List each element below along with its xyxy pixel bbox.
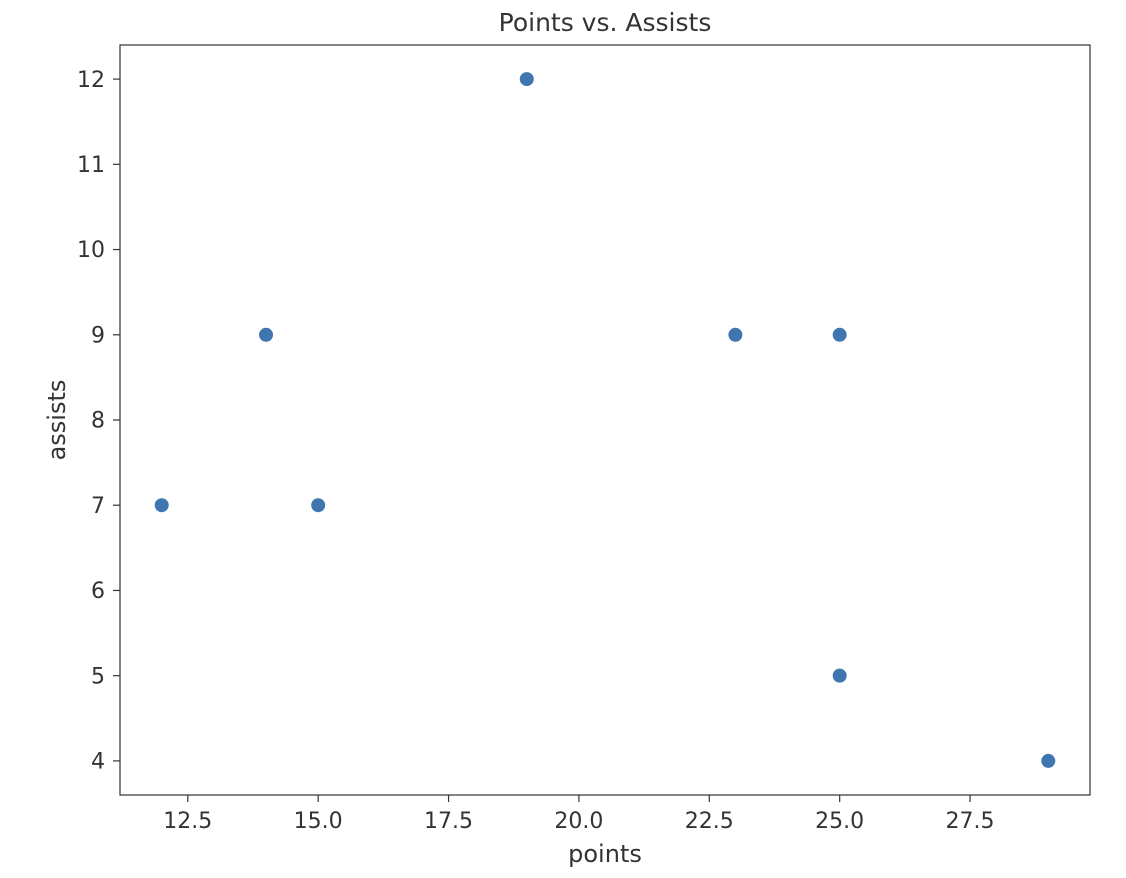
data-point <box>833 328 847 342</box>
y-tick-label: 8 <box>91 409 105 434</box>
data-point <box>1041 754 1055 768</box>
y-tick-label: 5 <box>91 664 105 689</box>
y-tick-label: 10 <box>77 238 105 263</box>
y-tick-label: 4 <box>91 750 105 775</box>
scatter-chart: 12.5 15.0 17.5 20.0 22.5 25.0 27.5 4 5 6 7 8 9 10 11 12… <box>0 0 1126 878</box>
y-tick-label: 6 <box>91 579 105 604</box>
data-point <box>155 498 169 512</box>
y-tick-label: 12 <box>77 68 105 93</box>
y-tick-label: 11 <box>77 153 105 178</box>
x-tick-label: 12.5 <box>163 809 212 834</box>
data-point <box>833 669 847 683</box>
y-axis-label: assists <box>43 380 71 461</box>
y-tick-label: 9 <box>91 323 105 348</box>
chart-title: Points vs. Assists <box>499 8 712 37</box>
x-tick-label: 27.5 <box>946 809 995 834</box>
data-point <box>520 72 534 86</box>
data-point <box>728 328 742 342</box>
x-tick-label: 25.0 <box>815 809 864 834</box>
x-tick-label: 15.0 <box>294 809 343 834</box>
chart-svg: 12.5 15.0 17.5 20.0 22.5 25.0 27.5 4 5 6 7 8 9 10 11 12… <box>0 0 1126 878</box>
x-tick-label: 20.0 <box>554 809 603 834</box>
x-tick-label: 22.5 <box>685 809 734 834</box>
x-axis-label: points <box>568 840 642 868</box>
data-point <box>311 498 325 512</box>
data-point <box>259 328 273 342</box>
y-tick-label: 7 <box>91 494 105 519</box>
x-tick-label: 17.5 <box>424 809 473 834</box>
chart-background <box>0 0 1126 878</box>
